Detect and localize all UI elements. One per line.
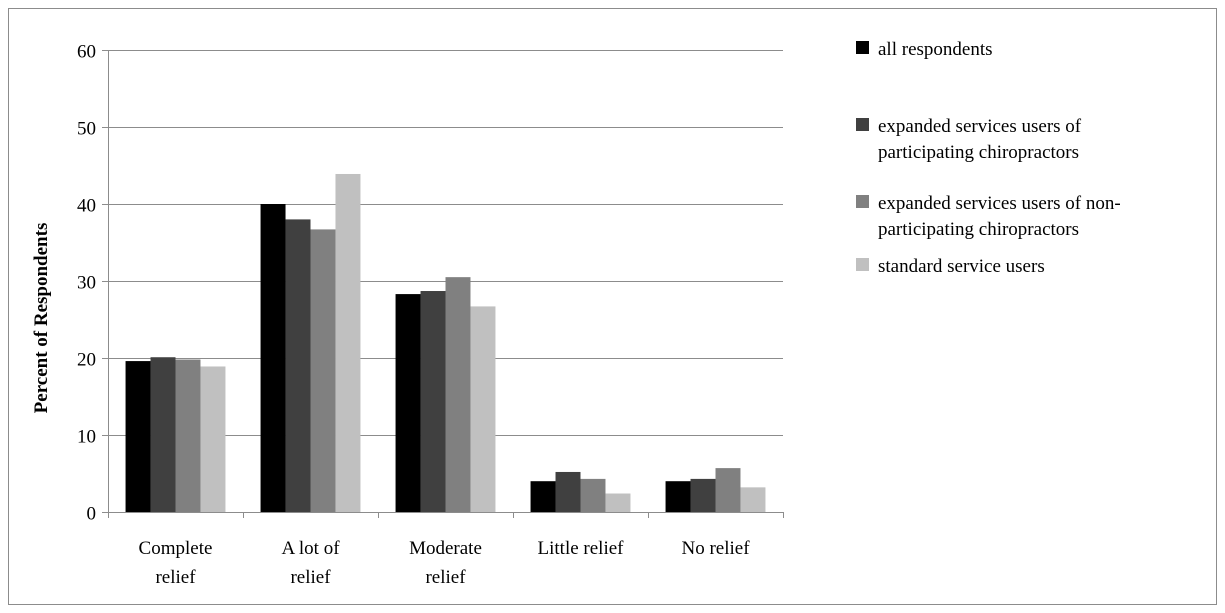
bar xyxy=(200,366,226,512)
bar xyxy=(470,306,496,512)
bar xyxy=(150,357,176,512)
bar xyxy=(715,468,741,512)
x-category-label: A lot of relief xyxy=(281,538,340,588)
bar xyxy=(530,481,556,512)
legend-entry-label-line: standard service users xyxy=(878,256,1045,277)
x-category-label-line: Little relief xyxy=(538,538,625,559)
legend-entry-label-line: expanded services users of non- xyxy=(878,193,1121,214)
x-category-label-line: relief xyxy=(290,567,331,588)
x-category-label-line: Complete xyxy=(139,538,213,559)
y-axis-label: Percent of Respondents xyxy=(31,223,52,414)
y-tick-label: 10 xyxy=(77,427,96,448)
legend-entry-label-line: expanded services users of xyxy=(878,116,1082,137)
x-category-label: Moderate relief xyxy=(409,538,482,588)
y-tick-label: 0 xyxy=(87,504,97,525)
bar xyxy=(125,361,151,512)
bars xyxy=(125,173,766,512)
x-category-label-line: relief xyxy=(155,567,196,588)
legend-entry-label-line: participating chiropractors xyxy=(878,142,1079,163)
x-category-label: No relief xyxy=(681,538,750,559)
bar xyxy=(335,173,361,512)
legend-entry-label-line: participating chiropractors xyxy=(878,219,1079,240)
bar xyxy=(260,204,286,512)
bar xyxy=(175,359,201,512)
legend-entry-label: expanded services users of non-participa… xyxy=(878,193,1121,240)
x-category-label-line: No relief xyxy=(681,538,750,559)
axes: 0 10 20 30 40 50 60 Complete relief A lot of relie… xyxy=(77,42,784,588)
bar xyxy=(420,291,446,512)
bar xyxy=(580,478,606,512)
bar xyxy=(285,219,311,512)
legend-entry-label: all respondents xyxy=(878,39,993,60)
x-category-label-line: Moderate xyxy=(409,538,482,559)
legend-entry-label-line: all respondents xyxy=(878,39,993,60)
legend-entry-label: expanded services users of participating … xyxy=(878,116,1082,163)
bar xyxy=(690,478,716,512)
x-category-label-line: relief xyxy=(425,567,466,588)
y-tick-label: 50 xyxy=(77,119,96,140)
y-tick-label: 60 xyxy=(77,42,96,63)
x-category-label: Complete relief xyxy=(139,538,213,588)
bar xyxy=(740,487,766,512)
bar xyxy=(395,294,421,512)
legend: all respondents expanded services users o… xyxy=(856,39,1121,277)
y-tick-label: 40 xyxy=(77,196,96,217)
bar xyxy=(555,471,581,512)
y-tick-label: 30 xyxy=(77,273,96,294)
legend-swatch xyxy=(856,258,869,271)
bar xyxy=(665,481,691,512)
bar xyxy=(605,493,631,512)
legend-swatch xyxy=(856,195,869,208)
bar xyxy=(445,277,471,512)
legend-entry-label: standard service users xyxy=(878,256,1045,277)
y-tick-label: 20 xyxy=(77,350,96,371)
legend-swatch xyxy=(856,118,869,131)
x-category-label: Little relief xyxy=(538,538,625,559)
legend-swatch xyxy=(856,41,869,54)
bar xyxy=(310,229,336,512)
x-category-label-line: A lot of xyxy=(281,538,340,559)
